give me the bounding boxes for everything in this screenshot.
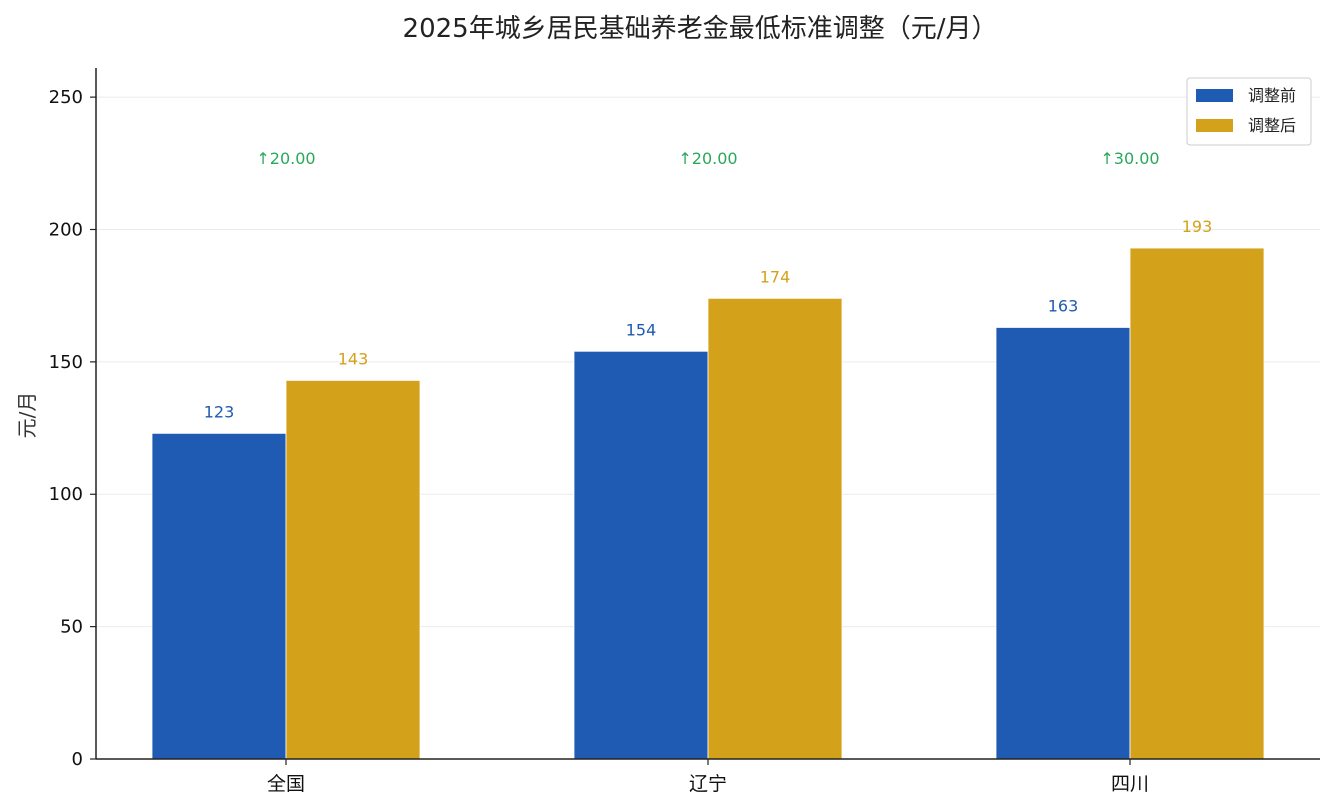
y-tick-label: 100 xyxy=(49,484,83,505)
bar-value-label: 143 xyxy=(338,349,369,368)
x-tick-label: 四川 xyxy=(1111,773,1149,795)
x-tick-label: 辽宁 xyxy=(689,773,727,795)
bars-group xyxy=(151,247,1265,760)
y-tick-label: 250 xyxy=(49,87,83,108)
y-tick-label: 50 xyxy=(60,617,83,638)
y-tick-label: 200 xyxy=(49,219,83,240)
y-tick-label: 0 xyxy=(72,749,83,770)
legend: 调整前 调整后 xyxy=(1186,77,1312,146)
x-tick-label: 全国 xyxy=(267,773,305,795)
delta-label: ↑20.00 xyxy=(678,149,737,168)
legend-label-before: 调整前 xyxy=(1248,86,1296,105)
delta-label: ↑30.00 xyxy=(1100,149,1159,168)
chart-title: 2025年城乡居民基础养老金最低标准调整（元/月） xyxy=(403,14,998,44)
bar xyxy=(707,297,843,760)
bar-value-label: 163 xyxy=(1048,296,1079,315)
delta-label: ↑20.00 xyxy=(256,149,315,168)
bar-value-label: 174 xyxy=(760,267,791,286)
y-axis-label: 元/月 xyxy=(15,392,39,439)
bar-value-label: 193 xyxy=(1182,217,1213,236)
bar xyxy=(573,350,709,760)
bar xyxy=(995,327,1131,760)
legend-swatch-after xyxy=(1196,119,1233,132)
bar xyxy=(151,432,287,760)
bar-value-label: 123 xyxy=(204,402,235,421)
x-tick-labels: 全国 辽宁 四川 xyxy=(267,759,1149,795)
y-tick-labels: 0 50 100 150 200 250 xyxy=(49,87,96,770)
bar-value-label: 154 xyxy=(626,320,657,339)
y-tick-label: 150 xyxy=(49,352,83,373)
bar xyxy=(1129,247,1265,760)
legend-label-after: 调整后 xyxy=(1248,116,1296,135)
data-labels-group: 123 154 163 143 174 193 ↑20.00 ↑20.00 ↑30.00 xyxy=(204,149,1213,421)
legend-swatch-before xyxy=(1196,89,1233,102)
bar xyxy=(285,380,421,760)
